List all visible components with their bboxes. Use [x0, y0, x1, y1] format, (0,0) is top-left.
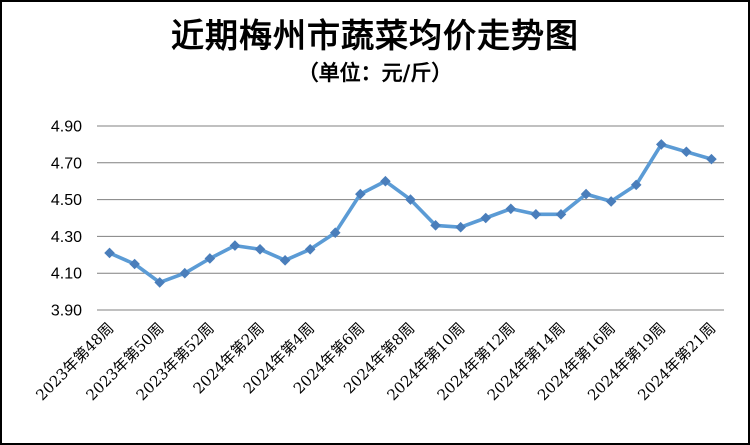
- y-axis-tick-label: 4.70: [51, 155, 82, 172]
- chart-title: 近期梅州市蔬菜均价走势图: [171, 16, 579, 55]
- y-axis-tick-label: 4.90: [51, 119, 82, 136]
- data-point-marker: [154, 277, 165, 288]
- data-point-marker: [480, 212, 492, 224]
- chart-subtitle: （单位：元/斤）: [297, 60, 453, 85]
- data-point-marker: [179, 267, 191, 279]
- y-axis-tick-label: 4.10: [51, 266, 82, 283]
- y-axis-tick-label: 4.30: [51, 229, 82, 246]
- data-point-marker: [605, 196, 617, 207]
- data-point-marker: [329, 227, 341, 239]
- data-point-marker: [129, 258, 140, 270]
- data-point-marker: [254, 243, 266, 255]
- line-chart: 4.904.704.504.304.103.902023年第48周2023年第5…: [32, 119, 724, 404]
- data-point-marker: [104, 247, 115, 259]
- data-series-line: [107, 142, 714, 285]
- chart-header: 近期梅州市蔬菜均价走势图 （单位：元/斤）: [2, 2, 748, 89]
- data-point-marker: [555, 209, 567, 220]
- data-point-marker: [304, 243, 316, 255]
- data-point-marker: [530, 209, 542, 220]
- data-point-marker: [505, 203, 517, 215]
- data-point-marker: [204, 253, 216, 264]
- data-point-marker: [681, 146, 692, 158]
- data-point-marker: [656, 139, 667, 150]
- data-point-marker: [279, 255, 291, 266]
- data-point-marker: [229, 240, 241, 251]
- data-point-marker: [706, 153, 717, 165]
- y-axis-tick-label: 3.90: [51, 303, 82, 320]
- data-point-marker: [630, 179, 642, 191]
- data-point-marker: [455, 221, 466, 233]
- y-axis-tick-label: 4.50: [51, 192, 82, 209]
- data-point-marker: [405, 194, 416, 205]
- data-point-marker: [580, 188, 592, 200]
